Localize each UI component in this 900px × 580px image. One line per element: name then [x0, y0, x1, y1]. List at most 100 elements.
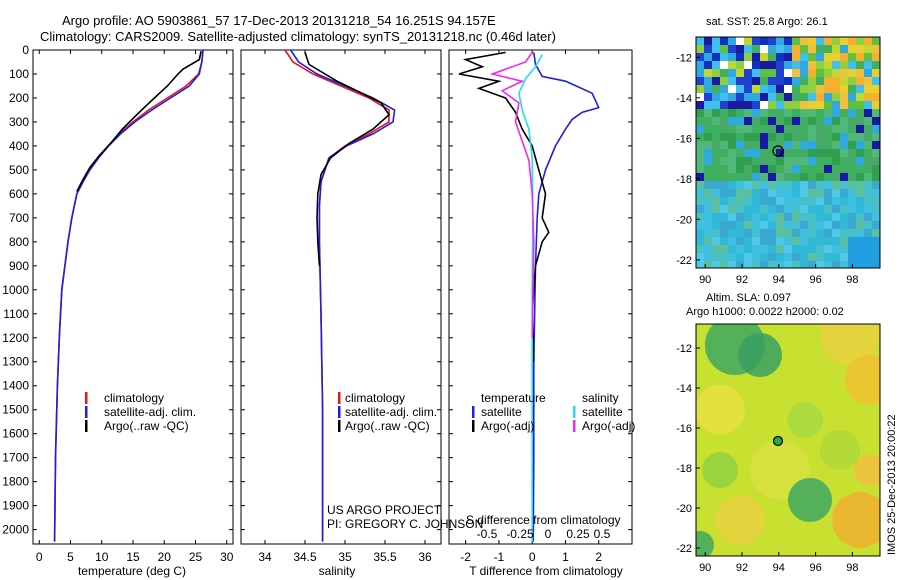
- y-tick-label: 500: [9, 163, 29, 177]
- sst-cell: [696, 109, 704, 117]
- sst-cell: [776, 109, 784, 117]
- sst-cell: [848, 197, 856, 205]
- x-tick-label: 0: [529, 550, 536, 564]
- sst-cell: [856, 85, 864, 93]
- sst-cell: [704, 189, 712, 197]
- sst-cell: [872, 245, 880, 253]
- series-line-temperature-argo-adj-: [458, 51, 550, 362]
- sst-cell: [768, 85, 776, 93]
- sst-cell: [840, 85, 848, 93]
- sst-cell: [696, 261, 704, 268]
- sst-cell: [784, 173, 792, 181]
- sst-cell: [872, 213, 880, 221]
- sst-cell: [808, 229, 816, 237]
- sst-cell: [872, 109, 880, 117]
- y-tick-label: 200: [9, 91, 29, 105]
- sst-cell: [696, 101, 704, 109]
- sst-cell: [768, 237, 776, 245]
- sst-cell: [744, 101, 752, 109]
- sst-cell: [712, 77, 720, 85]
- sst-cell: [784, 213, 792, 221]
- sst-cell: [848, 85, 856, 93]
- sst-cell: [720, 101, 728, 109]
- sst-cell: [704, 157, 712, 165]
- sst-cell: [768, 149, 776, 157]
- sst-cell: [776, 205, 784, 213]
- map-x-tick-label: 92: [736, 274, 748, 286]
- sst-cell: [864, 37, 872, 45]
- sst-cell: [808, 165, 816, 173]
- sst-cell: [736, 245, 744, 253]
- sst-cell: [792, 229, 800, 237]
- sst-cell: [848, 253, 856, 261]
- sst-cell: [720, 197, 728, 205]
- sst-cell: [744, 245, 752, 253]
- sst-cell: [832, 85, 840, 93]
- sst-cell: [832, 61, 840, 69]
- map-y-tick-label: -18: [676, 463, 692, 475]
- sst-cell: [840, 197, 848, 205]
- sst-cell: [768, 205, 776, 213]
- sst-cell: [792, 77, 800, 85]
- sst-cell: [872, 61, 880, 69]
- y-tick-label: 1500: [2, 403, 29, 417]
- sst-cell: [720, 245, 728, 253]
- sst-cell: [792, 205, 800, 213]
- sst-cell: [832, 165, 840, 173]
- sst-cell: [760, 165, 768, 173]
- sst-cell: [744, 221, 752, 229]
- sst-cell: [728, 101, 736, 109]
- sst-cell: [776, 245, 784, 253]
- sst-cell: [704, 61, 712, 69]
- legend-label-climatology: climatology: [345, 391, 405, 405]
- legend-swatch-climatology: [85, 392, 88, 404]
- sst-cell: [752, 181, 760, 189]
- sst-cell: [744, 253, 752, 261]
- salinity-legend: climatology satellite-adj. clim. Argo(..…: [338, 391, 437, 433]
- sst-cell: [856, 77, 864, 85]
- sst-cell: [752, 173, 760, 181]
- sst-cell: [776, 77, 784, 85]
- sst-cell: [744, 125, 752, 133]
- sst-cell: [848, 125, 856, 133]
- sst-cell: [856, 165, 864, 173]
- sst-cell: [816, 165, 824, 173]
- legend-label-satellite: satellite-adj. clim.: [104, 405, 196, 419]
- sst-cell: [800, 165, 808, 173]
- sst-cell: [840, 45, 848, 53]
- sst-cell: [808, 45, 816, 53]
- sst-cell: [864, 213, 872, 221]
- sst-cell: [840, 93, 848, 101]
- sst-cell: [800, 101, 808, 109]
- sst-cell: [752, 189, 760, 197]
- sst-cell: [808, 157, 816, 165]
- sst-cell: [848, 37, 856, 45]
- sst-cell: [744, 197, 752, 205]
- x-tick-label: 2: [595, 550, 602, 564]
- sst-cell: [840, 77, 848, 85]
- sst-cell: [768, 181, 776, 189]
- sst-cell: [720, 37, 728, 45]
- sst-cell: [712, 133, 720, 141]
- salinity-xlabel: salinity: [319, 564, 356, 578]
- sst-cell: [736, 93, 744, 101]
- sst-cell: [848, 69, 856, 77]
- sst-cell: [760, 125, 768, 133]
- sst-cell: [768, 61, 776, 69]
- secondary-tick-label: 0: [545, 527, 552, 541]
- sst-cell: [744, 69, 752, 77]
- legend-label-temp-argo: Argo(-adj): [481, 419, 534, 433]
- y-tick-label: 1800: [2, 475, 29, 489]
- y-tick-label: 300: [9, 115, 29, 129]
- sst-cell: [760, 85, 768, 93]
- sst-cell: [784, 77, 792, 85]
- side-stamp: IMOS 25-Dec-2013 20:00:22: [886, 414, 898, 555]
- sst-cell: [832, 237, 840, 245]
- map-x-tick-label: 92: [736, 562, 748, 574]
- sst-cell: [856, 101, 864, 109]
- sst-cell: [704, 229, 712, 237]
- map-x-tick-label: 94: [773, 562, 785, 574]
- sst-cell: [816, 157, 824, 165]
- sst-cell: [872, 101, 880, 109]
- sst-cell: [768, 69, 776, 77]
